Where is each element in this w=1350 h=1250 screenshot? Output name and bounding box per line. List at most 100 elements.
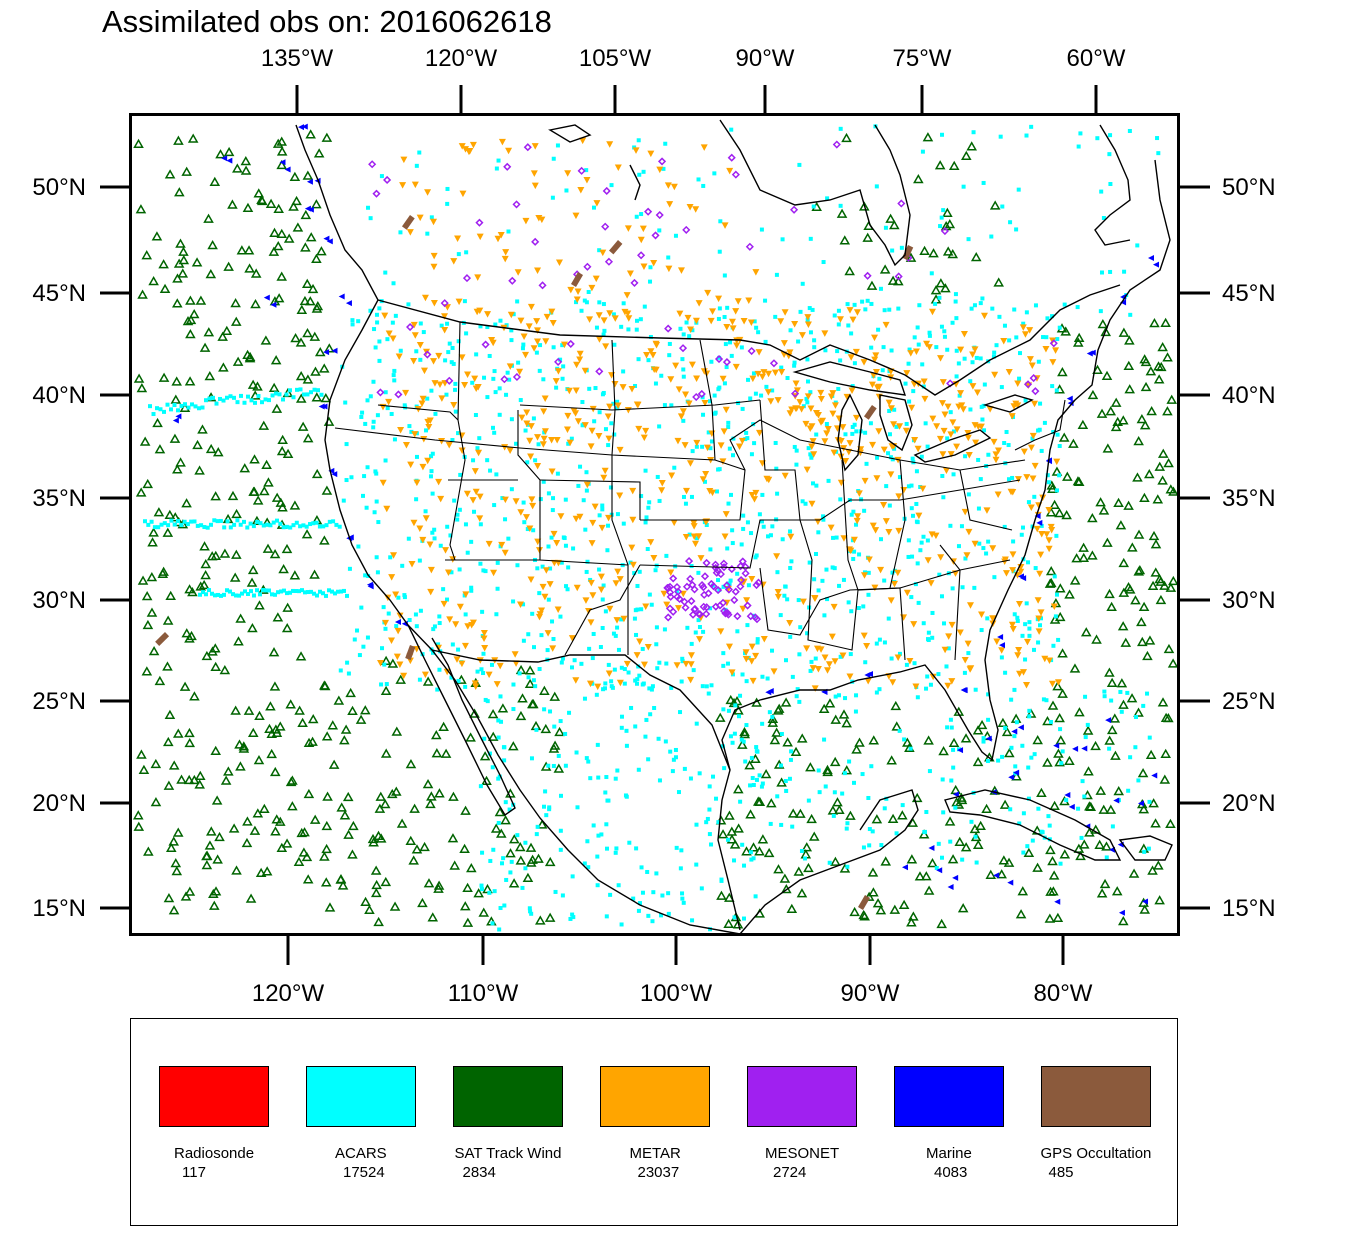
metar-point: [597, 586, 605, 594]
sat-wind-point: [1105, 804, 1117, 814]
metar-point: [402, 442, 410, 449]
acars-point: [996, 758, 1001, 763]
sat-wind-point: [880, 856, 892, 866]
metar-point: [548, 308, 556, 316]
sat-wind-point: [975, 820, 986, 830]
acars-point: [1083, 735, 1088, 740]
sat-wind-point: [277, 502, 288, 512]
acars-point: [439, 323, 444, 328]
metar-point: [804, 321, 812, 329]
metar-point: [1037, 551, 1045, 559]
acars-point: [498, 318, 503, 323]
sat-wind-point: [889, 904, 901, 914]
metar-point: [493, 681, 501, 688]
acars-point: [537, 368, 542, 373]
sat-wind-point: [1069, 663, 1081, 673]
acars-point: [1003, 726, 1008, 731]
acars-point: [509, 487, 514, 492]
acars-point: [981, 180, 986, 185]
metar-point: [690, 533, 698, 541]
acars-point: [745, 436, 750, 441]
acars-point: [219, 593, 223, 598]
acars-point: [584, 756, 589, 761]
metar-point: [539, 583, 547, 591]
acars-point: [864, 461, 869, 466]
sat-wind-point: [1049, 800, 1060, 811]
sat-wind-point: [142, 478, 154, 489]
acars-point: [282, 588, 286, 593]
metar-point: [488, 337, 496, 344]
sat-wind-point: [1120, 637, 1132, 647]
sat-wind-point: [223, 261, 234, 271]
acars-point: [535, 824, 540, 829]
sat-wind-point: [469, 708, 480, 718]
acars-point: [963, 556, 968, 561]
acars-point: [398, 348, 403, 353]
acars-point: [642, 304, 647, 309]
acars-point: [778, 763, 783, 768]
acars-point: [1021, 850, 1026, 855]
acars-point: [594, 692, 599, 697]
acars-point: [727, 446, 732, 451]
sat-wind-point: [375, 791, 387, 801]
sat-wind-point: [405, 759, 417, 769]
acars-point: [284, 524, 289, 529]
mesonet-point: [741, 569, 750, 578]
sat-wind-point: [960, 733, 972, 743]
sat-wind-point: [252, 381, 263, 391]
metar-point: [549, 645, 557, 652]
acars-point: [453, 381, 458, 386]
metar-point: [942, 467, 950, 474]
metar-point: [839, 652, 847, 659]
acars-point: [869, 764, 874, 769]
acars-point: [716, 316, 721, 321]
sat-wind-point: [1166, 394, 1178, 404]
metar-point: [614, 568, 622, 576]
acars-point: [360, 493, 365, 498]
acars-point: [790, 674, 795, 679]
metar-point: [385, 330, 393, 338]
acars-point: [610, 685, 615, 690]
acars-point: [966, 651, 971, 656]
acars-point: [959, 524, 964, 529]
acars-point: [730, 740, 735, 745]
marine-point: [1147, 254, 1154, 261]
marine-point: [1067, 400, 1074, 407]
acars-point: [209, 522, 213, 527]
acars-point: [537, 666, 542, 671]
sat-wind-point: [249, 825, 261, 835]
acars-point: [611, 631, 616, 636]
acars-point: [854, 693, 859, 698]
acars-point: [1018, 351, 1023, 356]
metar-point: [523, 409, 531, 417]
acars-point: [973, 687, 978, 692]
metar-point: [760, 636, 768, 643]
acars-point: [941, 208, 946, 213]
acars-point: [480, 609, 485, 614]
sat-wind-point: [136, 749, 147, 759]
acars-point: [497, 927, 502, 932]
acars-point: [1010, 475, 1015, 480]
acars-point: [622, 681, 627, 686]
acars-point: [619, 725, 624, 730]
acars-point: [1033, 566, 1038, 571]
acars-point: [1017, 821, 1022, 826]
acars-point: [491, 376, 496, 381]
metar-point: [564, 412, 572, 420]
acars-point: [750, 775, 755, 780]
metar-point: [593, 200, 601, 207]
sat-wind-point: [1124, 335, 1135, 345]
acars-point: [267, 398, 271, 403]
acars-point: [585, 559, 590, 564]
sat-wind-point: [976, 719, 988, 730]
metar-point: [1045, 657, 1053, 664]
sat-wind-point: [766, 798, 777, 808]
metar-point: [406, 229, 414, 236]
acars-point: [430, 451, 435, 456]
sat-wind-point: [981, 803, 992, 814]
acars-point: [475, 669, 480, 674]
acars-point: [1075, 305, 1080, 310]
sat-wind-point: [147, 537, 158, 547]
metar-point: [813, 645, 821, 653]
sat-wind-point: [1168, 486, 1178, 496]
